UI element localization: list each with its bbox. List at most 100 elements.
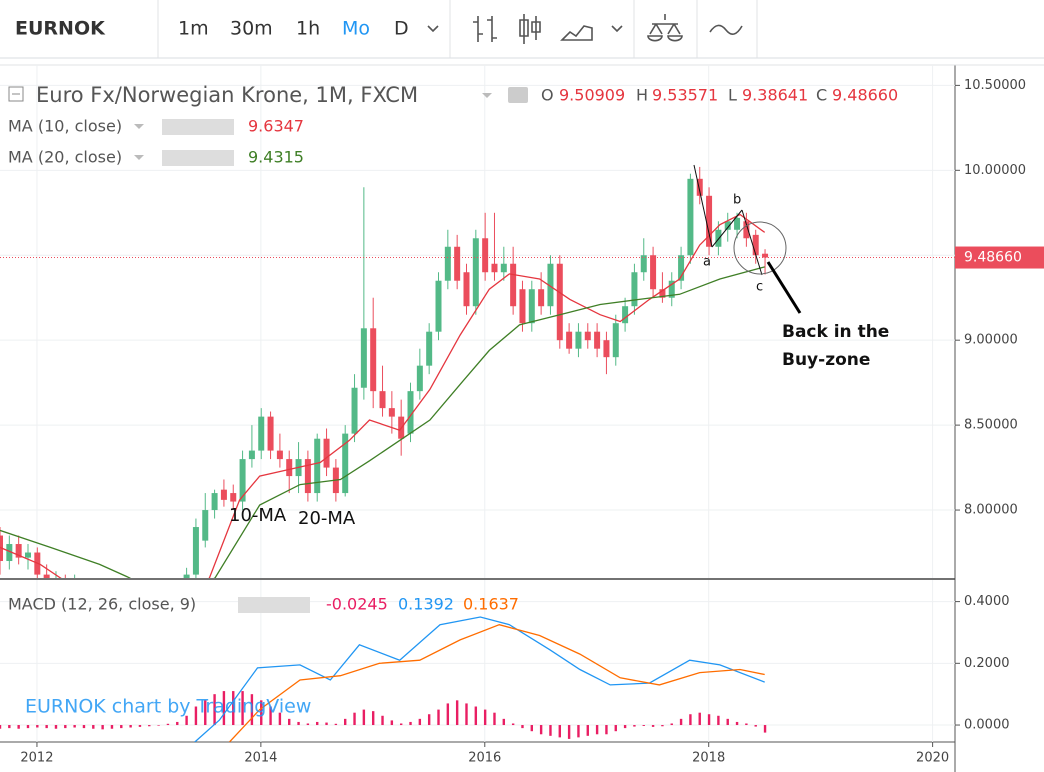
y-tick-label: 8.00000: [964, 503, 1018, 518]
candle-body: [547, 263, 554, 307]
annotations: 10-MA 20-MA a b c Back in the Buy-zone E…: [25, 164, 889, 718]
macd-bar: [176, 721, 179, 726]
macd-bar: [483, 709, 487, 726]
macd-bar: [185, 715, 188, 726]
style-menu[interactable]: [611, 25, 623, 33]
interval-button[interactable]: 1h: [296, 18, 320, 40]
macd-bar: [427, 714, 431, 726]
indicators-icon[interactable]: [647, 14, 683, 42]
candle-body: [482, 238, 489, 273]
candle-body: [463, 272, 470, 307]
area-icon[interactable]: [560, 25, 593, 41]
ohlc-label: H: [636, 86, 648, 105]
macd-bar: [521, 725, 524, 729]
candle-body: [351, 387, 358, 434]
candle-body: [202, 510, 209, 541]
last-price-tag: [955, 246, 1044, 269]
candles-icon[interactable]: [519, 14, 541, 44]
macd-bar: [745, 723, 748, 726]
annotation: b: [733, 193, 741, 208]
macd-bar: [586, 725, 589, 736]
candle-body: [43, 574, 50, 578]
x-tick-label: 2016: [468, 751, 501, 766]
drawing-line: [693, 164, 713, 248]
annotation: Back in the: [782, 322, 889, 342]
candle-body: [500, 263, 507, 273]
y-tick-label: 10.00000: [964, 163, 1026, 178]
candle-body: [752, 234, 759, 256]
candle-body: [528, 289, 535, 324]
macd-bar: [204, 700, 207, 726]
intervals: 1m 30m 1h Mo D: [178, 18, 409, 40]
candle-body: [435, 280, 442, 332]
macd-bar: [493, 712, 496, 726]
candle-body: [81, 581, 87, 595]
macd-bar: [726, 718, 729, 726]
title-menu[interactable]: [482, 93, 492, 98]
macd-value: 0.1392: [398, 595, 454, 614]
macd-bar: [278, 712, 282, 726]
candle-body: [342, 433, 349, 494]
candle-body: [248, 450, 255, 460]
macd-bar: [353, 712, 356, 726]
interval-button[interactable]: Mo: [342, 18, 370, 40]
ohlc-label: L: [728, 86, 737, 105]
candle-body: [220, 489, 227, 500]
macd-bar: [269, 706, 272, 726]
macd-bar: [399, 723, 403, 726]
candle-body: [24, 552, 31, 558]
macd-bar: [371, 711, 375, 726]
interval-button[interactable]: 30m: [230, 18, 273, 40]
candle-body: [650, 255, 657, 290]
macd-bar: [455, 700, 459, 726]
study-icons[interactable]: [162, 119, 234, 135]
macd-bar: [45, 725, 48, 729]
interval-button[interactable]: D: [394, 18, 409, 40]
macd-bar: [679, 718, 683, 726]
candle-body: [575, 331, 582, 349]
symbol[interactable]: EURNOK: [15, 18, 106, 40]
candle-body: [6, 544, 13, 562]
macd-bar: [511, 723, 515, 726]
candle-body: [659, 289, 666, 298]
ohlc-value: 9.38641: [742, 86, 808, 105]
compare-icon[interactable]: [709, 24, 743, 35]
interval-menu[interactable]: [427, 25, 439, 33]
annotation: a: [703, 255, 711, 270]
candle-body: [118, 619, 124, 629]
candle-body: [668, 280, 675, 298]
candle-body: [286, 459, 293, 477]
candle-body: [15, 544, 22, 558]
study-icons[interactable]: [162, 150, 234, 166]
interval-button[interactable]: 1m: [178, 18, 209, 40]
candle-body: [211, 493, 218, 511]
ma10-value: 9.6347: [248, 117, 304, 136]
macd-bar: [110, 725, 114, 729]
macd-bar: [698, 712, 701, 726]
toolbar: EURNOK 1m 30m 1h Mo D: [0, 0, 1044, 59]
y-tick-label: 9.00000: [964, 333, 1018, 348]
macd-bar: [64, 725, 67, 729]
collapse-icon[interactable]: [8, 86, 24, 102]
macd-bar: [558, 725, 561, 738]
menu[interactable]: [134, 155, 144, 160]
y-tick-label: 8.50000: [964, 418, 1018, 433]
candle-body: [491, 263, 498, 273]
watermark: EURNOK chart by TradingView: [25, 696, 311, 718]
macd-bar: [8, 725, 11, 729]
price-pane: [0, 166, 955, 629]
macd-bar: [344, 718, 347, 726]
bars-icon[interactable]: [473, 16, 497, 42]
candle-body: [519, 289, 526, 324]
macd-bar: [54, 725, 58, 729]
candle-body: [267, 416, 274, 451]
macd-bar: [689, 714, 692, 726]
menu[interactable]: [134, 124, 144, 129]
study-icons[interactable]: [238, 597, 310, 613]
macd-bar: [614, 725, 617, 732]
eye-icon[interactable]: [508, 87, 528, 103]
candle-body: [724, 221, 731, 230]
macd-bar: [735, 721, 739, 726]
macd-bar: [623, 725, 627, 729]
candle-body: [444, 246, 451, 281]
